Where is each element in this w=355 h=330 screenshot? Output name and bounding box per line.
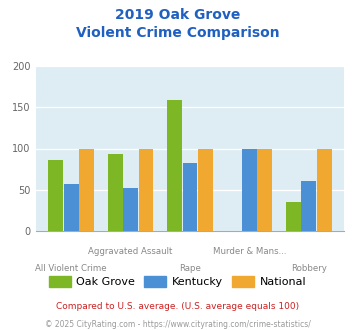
Legend: Oak Grove, Kentucky, National: Oak Grove, Kentucky, National xyxy=(44,271,311,291)
Bar xyxy=(317,148,332,231)
Bar xyxy=(64,184,78,231)
Bar xyxy=(182,163,197,231)
Bar xyxy=(286,202,301,231)
Text: Compared to U.S. average. (U.S. average equals 100): Compared to U.S. average. (U.S. average … xyxy=(56,302,299,311)
Text: 2019 Oak Grove: 2019 Oak Grove xyxy=(115,8,240,22)
Text: Robbery: Robbery xyxy=(291,264,327,273)
Bar xyxy=(123,188,138,231)
Bar xyxy=(79,148,94,231)
Bar xyxy=(48,160,63,231)
Bar xyxy=(242,148,257,231)
Bar xyxy=(198,148,213,231)
Text: Rape: Rape xyxy=(179,264,201,273)
Bar xyxy=(108,154,122,231)
Text: Violent Crime Comparison: Violent Crime Comparison xyxy=(76,26,279,40)
Text: Aggravated Assault: Aggravated Assault xyxy=(88,248,173,256)
Bar xyxy=(301,181,316,231)
Bar xyxy=(257,148,272,231)
Bar xyxy=(138,148,153,231)
Text: All Violent Crime: All Violent Crime xyxy=(36,264,107,273)
Text: © 2025 CityRating.com - https://www.cityrating.com/crime-statistics/: © 2025 CityRating.com - https://www.city… xyxy=(45,320,310,329)
Text: Murder & Mans...: Murder & Mans... xyxy=(213,248,286,256)
Bar xyxy=(167,100,182,231)
